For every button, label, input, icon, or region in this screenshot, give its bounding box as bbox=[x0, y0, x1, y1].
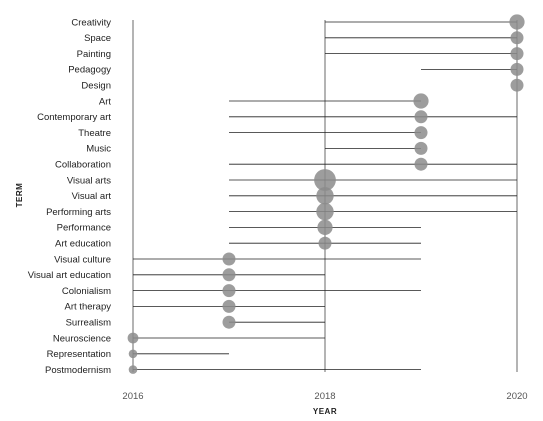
term-label: Painting bbox=[77, 49, 111, 60]
term-label: Collaboration bbox=[55, 160, 111, 171]
x-tick-labels: 2016 2018 2020 bbox=[122, 391, 527, 402]
term-label: Music bbox=[86, 144, 111, 155]
term-label: Creativity bbox=[71, 17, 111, 28]
term-bubble bbox=[314, 169, 336, 191]
term-label: Theatre bbox=[78, 128, 111, 139]
x-axis-title: YEAR bbox=[313, 407, 337, 416]
term-bubble bbox=[510, 62, 524, 76]
term-bubble bbox=[222, 252, 236, 266]
term-label: Performing arts bbox=[46, 207, 111, 218]
term-bubble bbox=[128, 365, 138, 374]
term-span-lines bbox=[133, 21, 517, 371]
y-axis-title: TERM bbox=[15, 183, 24, 208]
term-label: Neuroscience bbox=[53, 333, 111, 344]
term-bubble bbox=[316, 202, 334, 221]
term-bubble bbox=[316, 187, 334, 205]
term-label: Contemporary art bbox=[37, 112, 111, 123]
x-tick-label: 2020 bbox=[506, 391, 527, 402]
term-label: Visual art education bbox=[28, 270, 111, 281]
x-tick-label: 2016 bbox=[122, 391, 143, 402]
term-label: Visual arts bbox=[67, 175, 111, 186]
term-label: Colonialism bbox=[62, 286, 111, 297]
term-label: Space bbox=[84, 33, 111, 44]
term-bubble bbox=[414, 141, 428, 155]
term-bubble bbox=[128, 349, 138, 359]
term-bubble bbox=[127, 332, 139, 344]
term-label: Performance bbox=[57, 223, 111, 234]
term-label: Design bbox=[81, 81, 111, 92]
term-label: Art bbox=[99, 96, 112, 107]
term-label: Art education bbox=[55, 239, 111, 250]
term-bubble bbox=[317, 219, 333, 235]
x-tick-label: 2018 bbox=[314, 391, 335, 402]
term-bubbles bbox=[127, 14, 525, 374]
term-label: Visual culture bbox=[54, 254, 111, 265]
term-bubble bbox=[413, 93, 429, 109]
term-label: Postmodernism bbox=[45, 365, 111, 376]
term-bubble bbox=[510, 31, 524, 45]
term-bubble bbox=[414, 126, 428, 140]
term-label: Surrealism bbox=[66, 318, 111, 329]
term-labels: Creativity Space Painting Pedagogy Design Art… bbox=[28, 17, 112, 376]
term-bubble bbox=[222, 299, 236, 313]
term-bubble bbox=[414, 110, 428, 124]
term-bubble bbox=[510, 78, 524, 92]
term-bubble bbox=[509, 14, 525, 30]
term-label: Visual art bbox=[72, 191, 112, 202]
term-bubble bbox=[414, 157, 428, 171]
term-bubble bbox=[318, 236, 332, 250]
term-bubble bbox=[510, 47, 524, 61]
term-label: Representation bbox=[47, 349, 111, 360]
term-label: Art therapy bbox=[65, 302, 112, 313]
term-bubble bbox=[222, 315, 236, 329]
term-bubble bbox=[222, 268, 236, 282]
term-label: Pedagogy bbox=[68, 65, 111, 76]
term-bubble bbox=[222, 284, 236, 298]
